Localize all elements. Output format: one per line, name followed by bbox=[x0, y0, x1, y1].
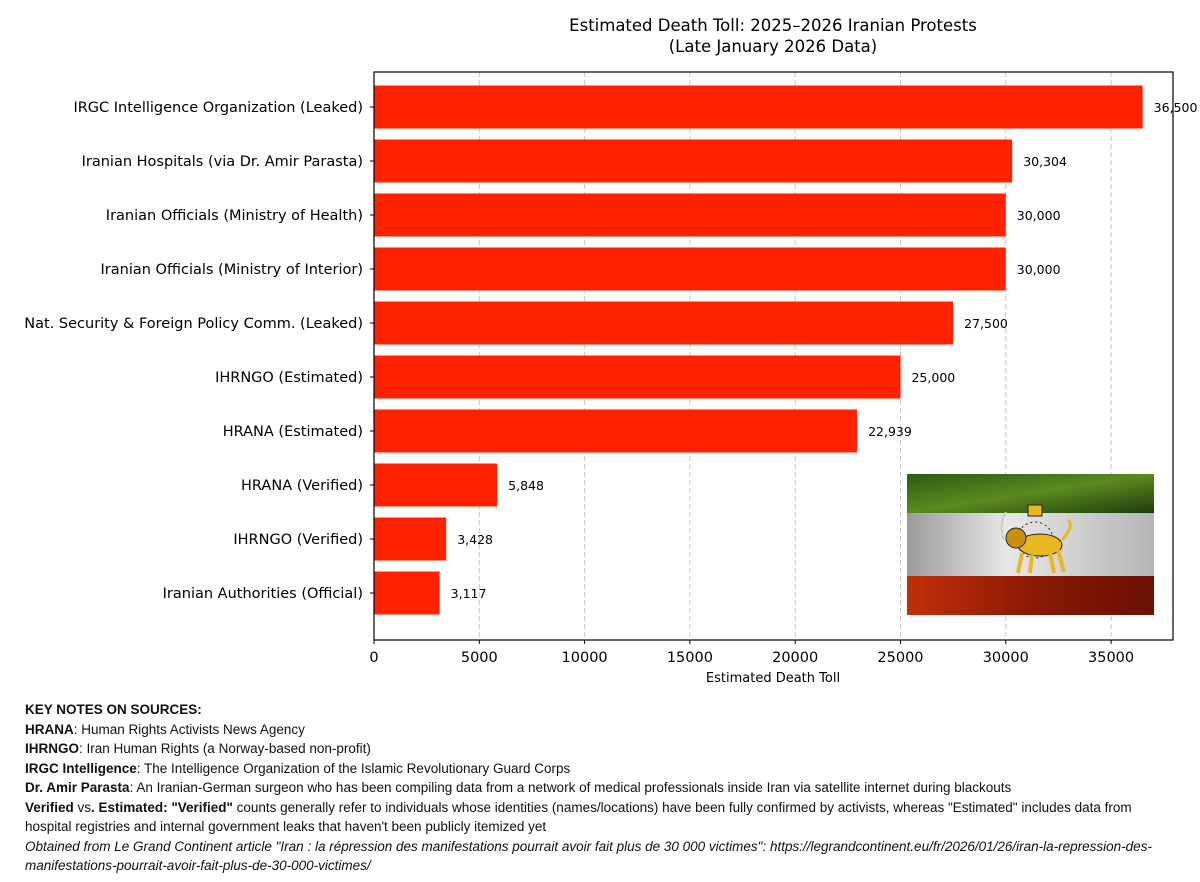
source-notes: KEY NOTES ON SOURCES: HRANA: Human Right… bbox=[25, 700, 1175, 876]
note-item: Dr. Amir Parasta: An Iranian-German surg… bbox=[25, 778, 1175, 798]
note-term: Verified bbox=[25, 799, 74, 815]
bar-value-label: 22,939 bbox=[868, 424, 912, 439]
y-category-label: HRANA (Verified) bbox=[241, 478, 363, 494]
source-citation: Obtained from Le Grand Continent article… bbox=[25, 838, 1152, 874]
notes-heading: KEY NOTES ON SOURCES: bbox=[25, 702, 202, 717]
lion-emblem bbox=[1000, 504, 1072, 574]
chart-subtitle: (Late January 2026 Data) bbox=[669, 37, 877, 56]
bar bbox=[374, 463, 498, 507]
bar bbox=[374, 571, 440, 615]
note-item: IRGC Intelligence: The Intelligence Orga… bbox=[25, 759, 1175, 779]
bar bbox=[374, 409, 858, 453]
bar-value-label: 27,500 bbox=[964, 316, 1008, 331]
bar-value-label: 3,428 bbox=[457, 532, 493, 547]
y-category-label: Iranian Officials (Ministry of Interior) bbox=[101, 262, 363, 278]
bar bbox=[374, 85, 1143, 129]
lion-and-sun-flag-image bbox=[907, 474, 1154, 615]
y-category-label: Iranian Hospitals (via Dr. Amir Parasta) bbox=[82, 154, 363, 170]
note-text: Human Rights Activists News Agency bbox=[81, 721, 305, 737]
note-sep: : bbox=[136, 760, 145, 776]
bar bbox=[374, 301, 954, 345]
note-text: counts generally refer to individuals wh… bbox=[25, 799, 1132, 835]
y-category-label: Iranian Officials (Ministry of Health) bbox=[106, 208, 363, 224]
x-tick-label: 5000 bbox=[461, 650, 498, 666]
x-tick-label: 15000 bbox=[667, 650, 713, 666]
x-axis-label: Estimated Death Toll bbox=[706, 671, 840, 686]
note-sep: : bbox=[73, 721, 82, 737]
bar bbox=[374, 355, 901, 399]
note-verified-vs-estimated: Verified vs. Estimated: "Verified" count… bbox=[25, 798, 1175, 837]
note-term: Dr. Amir Parasta bbox=[25, 780, 130, 795]
chart-title: Estimated Death Toll: 2025–2026 Iranian … bbox=[569, 16, 977, 35]
x-tick-label: 0 bbox=[369, 650, 378, 666]
x-tick-label: 25000 bbox=[877, 650, 923, 666]
bar bbox=[374, 247, 1006, 291]
y-category-label: Nat. Security & Foreign Policy Comm. (Le… bbox=[24, 316, 363, 332]
x-tick-label: 10000 bbox=[562, 650, 608, 666]
bar-chart: Estimated Death Toll: 2025–2026 Iranian … bbox=[24, 16, 1198, 686]
x-tick-label: 35000 bbox=[1088, 650, 1134, 666]
note-item: IHRNGO: Iran Human Rights (a Norway-base… bbox=[25, 739, 1175, 759]
bar-value-label: 36,500 bbox=[1154, 100, 1198, 115]
note-item: HRANA: Human Rights Activists News Agenc… bbox=[25, 720, 1175, 740]
note-sep: : bbox=[79, 741, 87, 756]
y-category-label: Iranian Authorities (Official) bbox=[163, 586, 363, 602]
bar-value-label: 3,117 bbox=[451, 586, 487, 601]
bar bbox=[374, 517, 447, 561]
bar-value-label: 5,848 bbox=[508, 478, 544, 493]
x-tick-label: 30000 bbox=[983, 650, 1029, 666]
note-text: Iran Human Rights (a Norway-based non-pr… bbox=[86, 741, 371, 756]
note-term: IHRNGO bbox=[25, 741, 79, 756]
bar-value-label: 25,000 bbox=[911, 370, 955, 385]
note-text: The Intelligence Organization of the Isl… bbox=[144, 760, 571, 776]
note-sep: : bbox=[129, 780, 137, 795]
bar-value-label: 30,000 bbox=[1017, 208, 1061, 223]
y-category-label: HRANA (Estimated) bbox=[223, 424, 363, 440]
bar-value-label: 30,000 bbox=[1017, 262, 1061, 277]
bar-value-label: 30,304 bbox=[1023, 154, 1067, 169]
y-category-label: IHRNGO (Verified) bbox=[233, 532, 363, 548]
y-category-label: IHRNGO (Estimated) bbox=[215, 370, 363, 386]
bar bbox=[374, 139, 1013, 183]
y-category-label: IRGC Intelligence Organization (Leaked) bbox=[73, 100, 363, 116]
note-text: vs bbox=[73, 799, 92, 815]
bar bbox=[374, 193, 1006, 237]
plot-frame bbox=[373, 71, 1174, 641]
note-term: HRANA bbox=[25, 721, 74, 737]
note-term: . Estimated: "Verified" bbox=[91, 799, 233, 815]
note-text: An Iranian-German surgeon who has been c… bbox=[136, 780, 1012, 795]
x-tick-label: 20000 bbox=[772, 650, 818, 666]
note-term: IRGC Intelligence bbox=[25, 760, 137, 776]
